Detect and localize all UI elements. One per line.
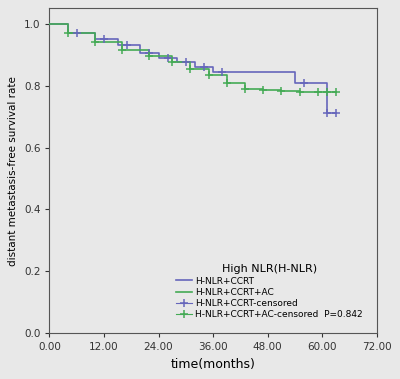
Point	[119, 47, 125, 53]
Point	[224, 80, 230, 86]
Point	[74, 30, 80, 36]
Point	[164, 55, 171, 61]
Point	[183, 60, 189, 66]
Point	[333, 110, 339, 116]
Point	[146, 50, 153, 56]
Point	[314, 89, 321, 95]
Point	[333, 89, 339, 95]
Point	[219, 69, 226, 75]
Point	[205, 72, 212, 78]
Point	[169, 60, 176, 66]
Y-axis label: distant metastasis-free survival rate: distant metastasis-free survival rate	[8, 76, 18, 266]
Point	[296, 89, 303, 95]
X-axis label: time(months): time(months)	[171, 358, 256, 371]
Point	[260, 87, 266, 93]
Point	[278, 88, 284, 94]
Point	[124, 42, 130, 49]
Point	[242, 86, 248, 92]
Point	[64, 30, 71, 36]
Point	[324, 110, 330, 116]
Point	[324, 89, 330, 95]
Point	[187, 66, 194, 72]
Point	[201, 64, 207, 70]
Point	[301, 80, 307, 86]
Point	[146, 53, 153, 59]
Legend: H-NLR+CCRT, H-NLR+CCRT+AC, H-NLR+CCRT-censored, H-NLR+CCRT+AC-censored  P=0.842: H-NLR+CCRT, H-NLR+CCRT+AC, H-NLR+CCRT-ce…	[173, 262, 366, 322]
Point	[92, 39, 98, 45]
Point	[101, 36, 107, 42]
